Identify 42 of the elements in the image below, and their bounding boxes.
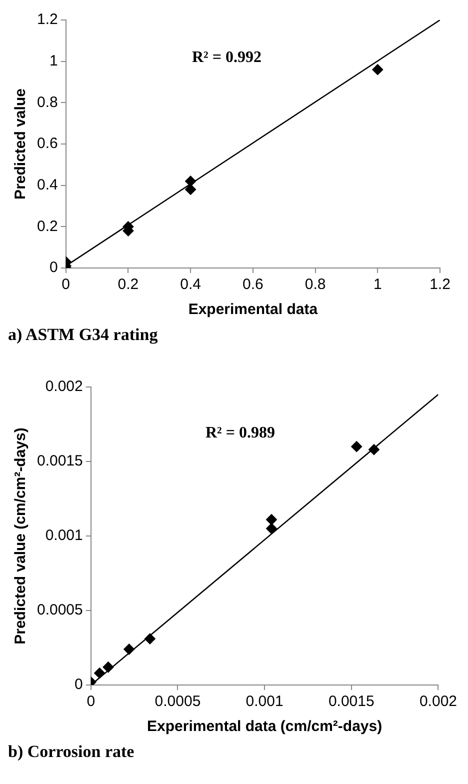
point [351, 441, 362, 452]
point [144, 633, 156, 644]
x-tick-label: 0.2 [118, 276, 139, 294]
y-tick-label: 0.4 [36, 176, 58, 194]
text: b) Corrosion rate [8, 742, 136, 762]
y-tick-label: 1 [50, 52, 58, 70]
y-tick-label: 0 [50, 259, 58, 276]
x-tick-label: 0.002 [419, 693, 458, 710]
y-axis-title: Predicted value [12, 88, 30, 200]
x-axis-title: Experimental data (cm/cm²-days) [147, 718, 382, 736]
annotation: R² = 0.989 [206, 424, 275, 442]
x-tick-label: 0.4 [180, 276, 201, 294]
x-tick-label: 0 [86, 693, 96, 710]
x-tick-label: 0.0005 [154, 693, 201, 710]
text: a) ASTM G34 rating [8, 325, 159, 345]
point [266, 523, 278, 534]
annotation: R² = 0.992 [192, 49, 262, 66]
x-tick-label: 1 [373, 276, 382, 294]
x-axis-title: Experimental data [188, 301, 318, 318]
point [266, 514, 278, 526]
y-tick-label: 0.0005 [36, 602, 83, 619]
point [124, 644, 135, 655]
y-tick-label: 0.8 [36, 94, 58, 111]
y-tick-label: 0.6 [36, 135, 58, 152]
y-tick-label: 0.002 [45, 378, 83, 396]
y-tick-label: 0.2 [36, 218, 58, 235]
y-tick-label: 1.2 [36, 11, 58, 28]
x-tick-label: 0.8 [304, 276, 326, 294]
point [185, 184, 196, 195]
x-tick-label: 0.6 [242, 276, 264, 294]
x-tick-label: 0.0015 [328, 693, 374, 710]
point [368, 444, 380, 456]
point [372, 64, 384, 76]
point [185, 176, 196, 187]
y-axis-title: Predicted value (cm/cm²-days) [12, 428, 30, 644]
x-tick-label: 0.001 [246, 693, 284, 710]
y-tick-label: 0 [74, 676, 83, 694]
x-tick-label: 1.2 [430, 276, 450, 294]
point [102, 662, 114, 673]
y-tick-label: 0.0015 [36, 452, 83, 470]
y-tick-label: 0.001 [45, 527, 83, 544]
point [94, 668, 106, 679]
